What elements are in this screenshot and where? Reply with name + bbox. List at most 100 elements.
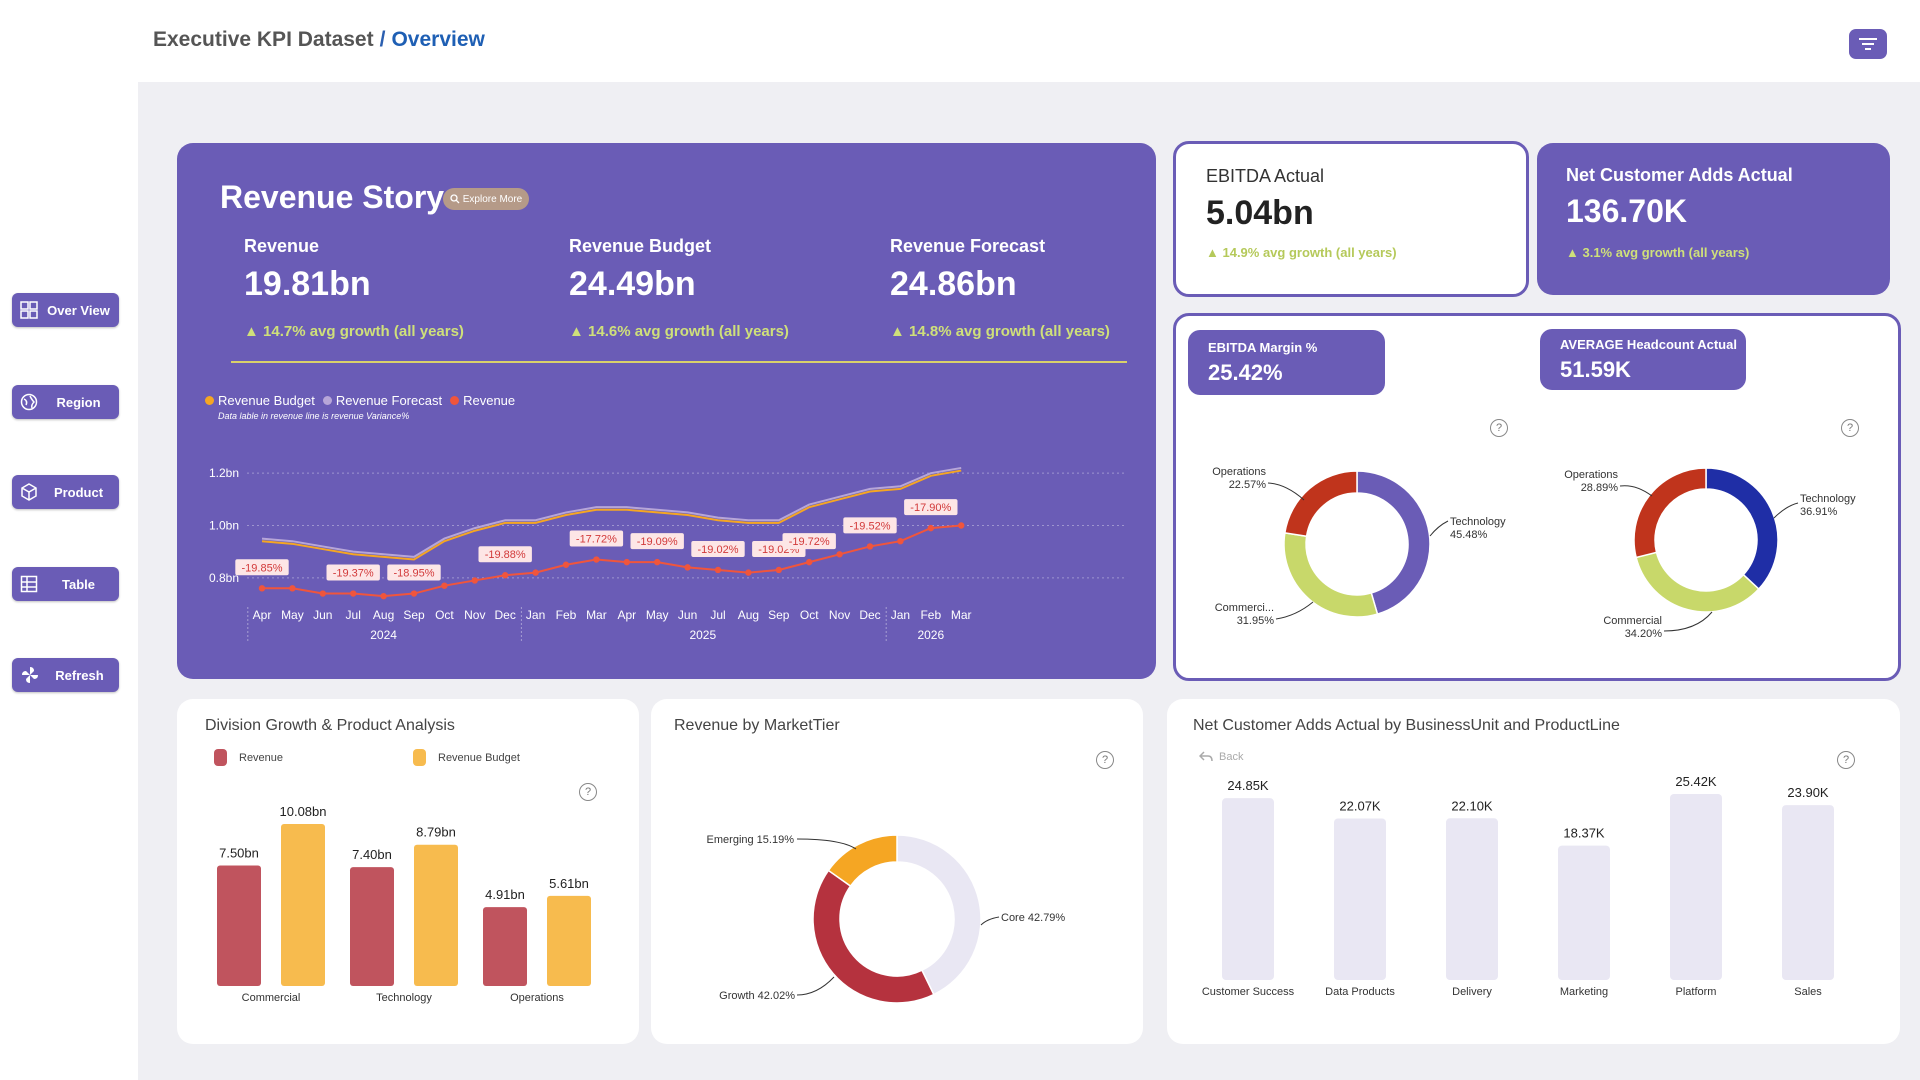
- division-bar-chart[interactable]: 7.50bn 10.08bn Commercial 7.40bn 8.79bn Techn…: [177, 789, 639, 1039]
- division-bar: [281, 824, 325, 986]
- division-bar-label: 7.40bn: [352, 847, 392, 862]
- x-tick-label: Mar: [586, 608, 607, 622]
- revenue-point: [593, 556, 600, 563]
- donut-leader-line: [1773, 502, 1799, 519]
- help-icon[interactable]: ?: [1096, 751, 1114, 769]
- legend-budget-label[interactable]: Revenue Budget: [438, 751, 520, 764]
- x-tick-label: Jun: [313, 608, 332, 622]
- help-icon[interactable]: ?: [1490, 419, 1508, 437]
- revenue-point: [289, 585, 296, 592]
- revenue-point: [441, 582, 448, 589]
- x-tick-label: Oct: [800, 608, 819, 622]
- division-bar: [350, 867, 394, 986]
- explore-more-button[interactable]: Explore More: [443, 188, 529, 210]
- kpi-forecast-growth: ▲ 14.8% avg growth (all years): [890, 323, 1110, 340]
- kpi-divider: [231, 361, 1127, 363]
- help-icon[interactable]: ?: [1837, 751, 1855, 769]
- variance-label: -19.72%: [789, 536, 830, 548]
- revenue-point: [866, 543, 874, 550]
- headcount-label: AVERAGE Headcount Actual: [1560, 337, 1737, 352]
- division-legend-revenue: Revenue: [214, 749, 283, 766]
- nav-product-button[interactable]: Product: [12, 475, 119, 509]
- legend-revenue-label[interactable]: Revenue: [239, 751, 284, 764]
- variance-label: -19.52%: [850, 520, 891, 532]
- market-tier-title: Revenue by MarketTier: [674, 717, 840, 734]
- variance-label: -19.09%: [637, 536, 678, 548]
- net-customer-category-label: Sales: [1794, 986, 1822, 998]
- filter-button[interactable]: [1849, 29, 1887, 59]
- x-tick-label: Nov: [464, 608, 485, 622]
- donut-label: Technology: [1800, 493, 1856, 505]
- nav-label: Product: [53, 484, 104, 500]
- nav-refresh-button[interactable]: Refresh: [12, 658, 119, 692]
- net-customer-category-label: Customer Success: [1202, 986, 1295, 998]
- variance-label-bg: [326, 564, 380, 581]
- variance-label: -19.88%: [485, 549, 526, 561]
- division-category-label: Commercial: [242, 992, 301, 1004]
- donut-leader-line: [796, 976, 835, 996]
- division-category-label: Operations: [510, 992, 564, 1004]
- chart-note: Data lable in revenue line is revenue Va…: [218, 411, 410, 421]
- revenue-point: [258, 585, 266, 592]
- net-customer-bar-chart[interactable]: 24.85K Customer Success 22.07K Data Product…: [1167, 769, 1900, 1039]
- division-bar-label: 5.61bn: [549, 876, 589, 891]
- revenue-point: [745, 569, 752, 576]
- net-customer-category-label: Platform: [1676, 986, 1717, 998]
- revenue-point: [958, 522, 965, 529]
- ebitda-actual-label: EBITDA Actual: [1206, 166, 1325, 186]
- legend-forecast-label[interactable]: Revenue Forecast: [335, 393, 443, 408]
- x-tick-label: Jun: [678, 608, 697, 622]
- donut-leader-line: [980, 916, 1000, 926]
- donut-label: Commercial: [1603, 615, 1662, 627]
- net-customer-category-label: Delivery: [1452, 986, 1492, 998]
- division-growth-title: Division Growth & Product Analysis: [205, 717, 455, 734]
- donut-slice: [1283, 470, 1358, 538]
- donut-leader-line: [1429, 520, 1449, 537]
- x-tick-label: May: [281, 608, 304, 622]
- variance-label-bg: [691, 540, 745, 557]
- variance-label-bg: [569, 530, 624, 547]
- kpi-revenue-growth: ▲ 14.7% avg growth (all years): [244, 323, 464, 340]
- donut-slice: [1356, 470, 1431, 616]
- x-tick-label: Nov: [829, 608, 850, 622]
- variance-label: -18.95%: [394, 568, 435, 580]
- division-bar-label: 4.91bn: [485, 887, 525, 902]
- x-tick-label: Dec: [859, 608, 880, 622]
- nav-overview-button[interactable]: Over View: [12, 293, 119, 327]
- donut-label: 34.20%: [1625, 628, 1663, 640]
- net-customer-adds-card: Net Customer Adds Actual 136.70K ▲ 3.1% …: [1537, 143, 1890, 295]
- donut-slice: [827, 834, 898, 888]
- donut-label: 22.57%: [1229, 479, 1267, 491]
- net-customer-category-label: Data Products: [1325, 986, 1395, 998]
- x-tick-label: Aug: [373, 608, 394, 622]
- breadcrumb-dataset[interactable]: Executive KPI Dataset: [153, 28, 374, 51]
- revenue-line-chart[interactable]: 0.8bn 1.0bn 1.2bn -19.85% -19.37% -18.95% -19.…: [177, 419, 1156, 664]
- ebitda-actual-value: 5.04bn: [1206, 194, 1314, 232]
- net-customer-bar-label: 18.37K: [1563, 826, 1605, 841]
- net-customer-bar-label: 22.10K: [1451, 798, 1493, 813]
- variance-label-bg: [630, 533, 684, 550]
- back-button[interactable]: Back: [1199, 751, 1243, 763]
- kpi-forecast-value: 24.86bn: [890, 265, 1017, 303]
- division-bar: [547, 895, 591, 986]
- year-label: 2024: [370, 628, 397, 642]
- help-icon[interactable]: ?: [579, 783, 597, 801]
- legend-budget-label[interactable]: Revenue Budget: [218, 393, 315, 408]
- division-bar-label: 7.50bn: [219, 845, 259, 860]
- net-customer-bar: [1782, 805, 1834, 980]
- ebitda-actual-growth: ▲ 14.9% avg growth (all years): [1206, 245, 1397, 260]
- x-tick-label: Jan: [891, 608, 910, 622]
- donut-slice: [1635, 551, 1760, 613]
- nav-region-button[interactable]: Region: [12, 385, 119, 419]
- market-tier-panel: Revenue by MarketTier ? Core 42.79% Growt…: [651, 699, 1143, 1044]
- x-tick-label: Dec: [495, 608, 516, 622]
- market-tier-donut[interactable]: Core 42.79% Growth 42.02% Emerging 15.19%: [651, 759, 1143, 1039]
- legend-revenue-label[interactable]: Revenue: [463, 393, 516, 408]
- year-label: 2026: [917, 628, 944, 642]
- help-icon[interactable]: ?: [1841, 419, 1859, 437]
- nav-table-button[interactable]: Table: [12, 567, 119, 601]
- division-bar-label: 10.08bn: [280, 804, 327, 819]
- variance-label-bg: [387, 564, 441, 581]
